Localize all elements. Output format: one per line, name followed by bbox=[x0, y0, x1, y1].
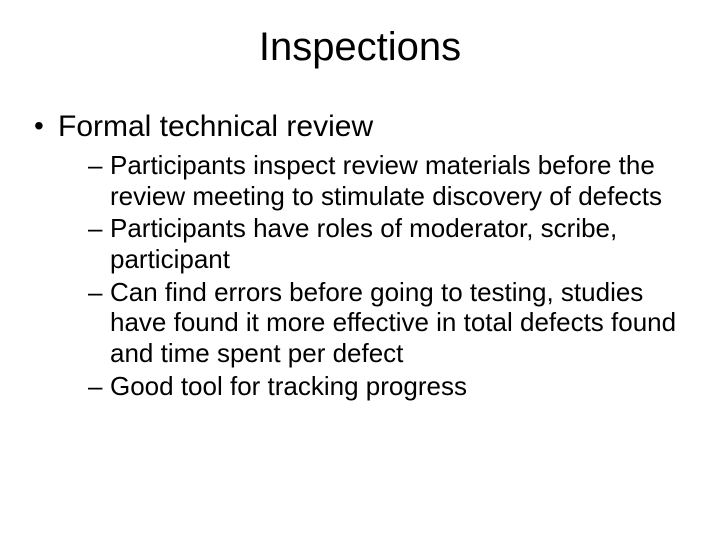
bullet-level2-item: Good tool for tracking progress bbox=[88, 371, 690, 402]
slide-title: Inspections bbox=[30, 25, 690, 70]
bullet-list-level1: Formal technical review Participants ins… bbox=[30, 110, 690, 401]
bullet-level1-text: Formal technical review bbox=[58, 110, 373, 143]
bullet-level2-item: Participants inspect review materials be… bbox=[88, 150, 690, 211]
bullet-list-level2: Participants inspect review materials be… bbox=[58, 150, 690, 401]
bullet-level2-item: Can find errors before going to testing,… bbox=[88, 277, 690, 369]
bullet-level2-item: Participants have roles of moderator, sc… bbox=[88, 213, 690, 274]
bullet-level1-item: Formal technical review Participants ins… bbox=[30, 110, 690, 401]
